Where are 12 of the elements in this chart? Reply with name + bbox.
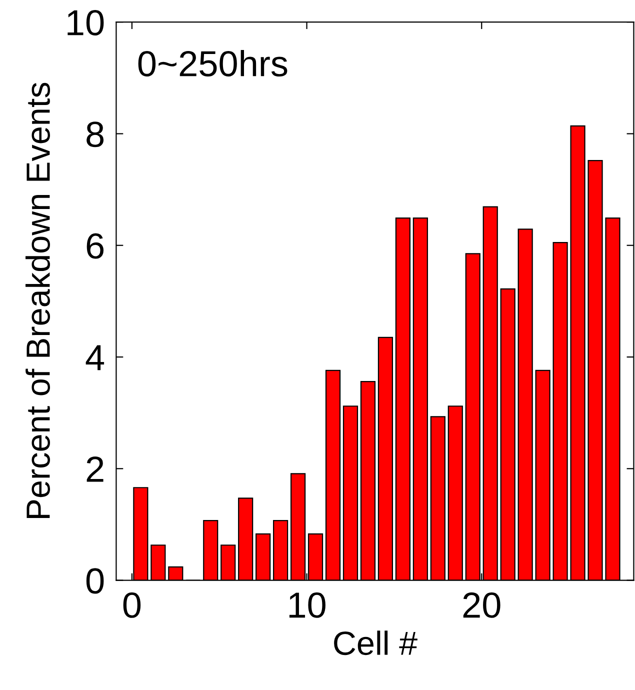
y-tick-label: 4 [86, 345, 104, 370]
x-tick-label: 20 [463, 592, 500, 618]
y-tick-label: 6 [86, 233, 104, 259]
annotation: 0~250hrs [138, 50, 288, 77]
y-tick-label: 8 [86, 122, 104, 148]
y-axis-title: Percent of Breakdown Events [26, 82, 50, 518]
y-tick-label: 2 [86, 456, 104, 482]
x-axis-title: Cell # [334, 630, 418, 656]
x-tick-label: 0 [123, 592, 141, 618]
x-tick-label: 10 [289, 592, 326, 618]
y-tick-label: 0 [86, 568, 104, 594]
y-tick-label: 10 [68, 10, 104, 36]
